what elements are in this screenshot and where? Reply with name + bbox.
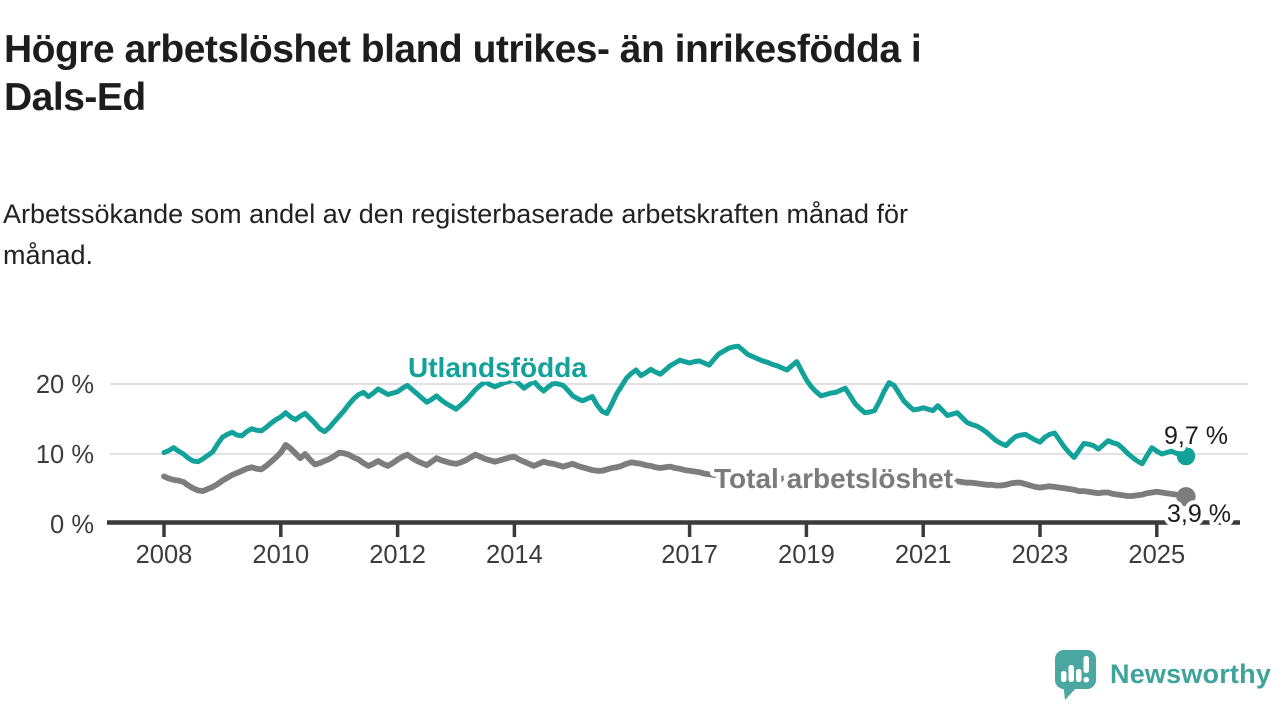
series-line-total	[161, 442, 1189, 500]
series-label-total: Total arbetslöshet	[714, 463, 953, 494]
newsworthy-logo-icon	[1055, 650, 1096, 700]
x-tick-label-2014: 2014	[486, 541, 543, 569]
y-tick-label-0: 0 %	[50, 511, 94, 539]
series-end-dot-utlandsfodda	[1176, 446, 1196, 466]
end-value-label-utlandsfodda: 9,7 %	[1164, 422, 1228, 450]
x-tick-label-2023: 2023	[1012, 541, 1069, 569]
series-line-utlandsfodda	[161, 343, 1189, 467]
subtitle-line-1: Arbetssökande som andel av den registerb…	[3, 199, 909, 229]
series-label-utlandsfodda: Utlandsfödda	[408, 352, 587, 383]
newsworthy-logo[interactable]: Newsworthy	[1054, 650, 1271, 701]
x-tick-label-2017: 2017	[661, 541, 718, 569]
gridlines: 0 % 10 % 20 %	[36, 371, 1248, 539]
x-axis: 2008 2010 2012 2014 2017 2019 2021 2023 2025	[107, 520, 1240, 569]
chart-subtitle: Arbetssökande som andel av den registerb…	[3, 194, 1203, 276]
x-tick-label-2021: 2021	[895, 541, 952, 569]
series-end-dot-total	[1176, 487, 1196, 507]
x-tick-label-2019: 2019	[778, 541, 835, 569]
title-line-1: Högre arbetslöshet bland utrikes- än inr…	[4, 28, 922, 71]
y-tick-label-20: 20 %	[36, 371, 94, 399]
chart-labels: Utlandsfödda Total arbetslöshet 9,7 % 3,…	[404, 348, 1235, 533]
x-tick-label-2010: 2010	[252, 541, 309, 569]
x-tick-label-2012: 2012	[369, 541, 426, 569]
subtitle-line-2: månad.	[3, 240, 94, 270]
end-value-label-total: 3,9 %	[1167, 500, 1231, 528]
x-tick-label-2008: 2008	[136, 541, 193, 569]
y-tick-label-10: 10 %	[36, 441, 94, 469]
title-line-2: Dals-Ed	[4, 76, 146, 119]
series-lines	[161, 343, 1196, 507]
page-title: Högre arbetslöshet bland utrikes- än inr…	[4, 26, 1234, 122]
x-tick-label-2025: 2025	[1128, 541, 1185, 569]
newsworthy-logo-text: Newsworthy	[1110, 659, 1272, 689]
